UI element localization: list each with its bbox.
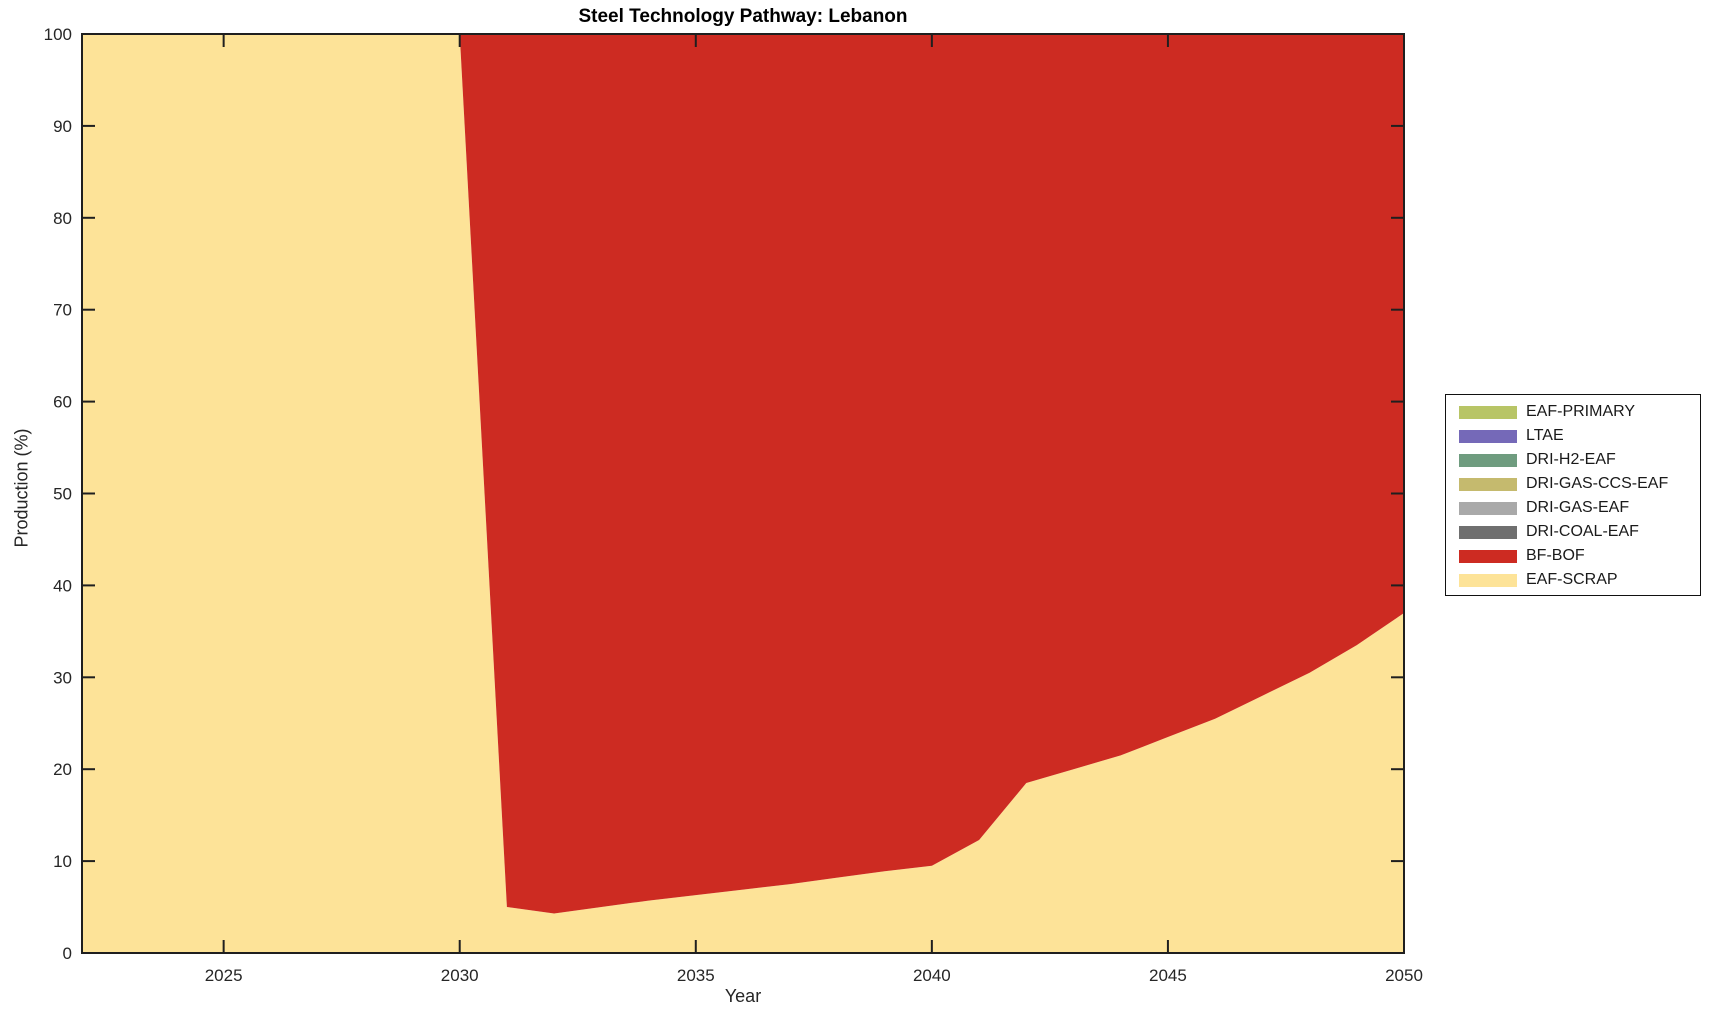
x-axis-label: Year <box>724 986 762 1006</box>
y-tick-label: 90 <box>53 117 72 136</box>
legend-swatch-icon <box>1459 405 1517 419</box>
y-tick-label: 40 <box>53 576 72 595</box>
y-tick-label: 80 <box>53 209 72 228</box>
legend-label: EAF-SCRAP <box>1526 571 1618 588</box>
y-tick-label: 0 <box>63 944 72 963</box>
legend-item-dri-gas-ccs-eaf: DRI-GAS-CCS-EAF <box>1446 472 1700 496</box>
x-tick-label: 2045 <box>1149 966 1187 985</box>
legend-swatch-icon <box>1459 549 1517 563</box>
legend-label: EAF-PRIMARY <box>1526 403 1636 420</box>
y-tick-label: 50 <box>53 485 72 504</box>
y-tick-label: 20 <box>53 760 72 779</box>
x-tick-label: 2035 <box>677 966 715 985</box>
legend-item-eaf-scrap: EAF-SCRAP <box>1446 568 1700 592</box>
chart-title: Steel Technology Pathway: Lebanon <box>578 6 908 27</box>
legend-label: LTAE <box>1526 427 1564 444</box>
area-bf-bof <box>82 34 1404 914</box>
legend-swatch-icon <box>1459 573 1517 587</box>
legend-label: DRI-H2-EAF <box>1526 451 1616 468</box>
x-tick-label: 2050 <box>1385 966 1423 985</box>
legend: EAF-PRIMARY LTAE DRI-H2-EAF DRI-GAS-CCS-EAF… <box>1445 394 1701 596</box>
legend-swatch-icon <box>1459 525 1517 539</box>
legend-item-dri-coal-eaf: DRI-COAL-EAF <box>1446 520 1700 544</box>
y-axis-label: Production (%) <box>11 428 32 548</box>
area-eaf-scrap <box>82 34 1404 953</box>
legend-swatch-icon <box>1459 429 1517 443</box>
legend-label: BF-BOF <box>1526 547 1585 564</box>
legend-item-ltae: LTAE <box>1446 424 1700 448</box>
x-tick-label: 2040 <box>913 966 951 985</box>
y-tick-label: 30 <box>53 668 72 687</box>
legend-item-dri-h2-eaf: DRI-H2-EAF <box>1446 448 1700 472</box>
legend-label: DRI-COAL-EAF <box>1526 523 1639 540</box>
x-tick-label: 2025 <box>205 966 243 985</box>
y-tick-label: 70 <box>53 301 72 320</box>
y-tick-label: 10 <box>53 852 72 871</box>
x-tick-label: 2030 <box>441 966 479 985</box>
legend-item-bf-bof: BF-BOF <box>1446 544 1700 568</box>
legend-swatch-icon <box>1459 477 1517 491</box>
legend-label: DRI-GAS-EAF <box>1526 499 1630 516</box>
y-tick-label: 60 <box>53 393 72 412</box>
legend-item-eaf-primary: EAF-PRIMARY <box>1446 400 1700 424</box>
y-tick-label: 100 <box>44 25 72 44</box>
legend-item-dri-gas-eaf: DRI-GAS-EAF <box>1446 496 1700 520</box>
legend-swatch-icon <box>1459 501 1517 515</box>
legend-swatch-icon <box>1459 453 1517 467</box>
legend-label: DRI-GAS-CCS-EAF <box>1526 475 1669 492</box>
